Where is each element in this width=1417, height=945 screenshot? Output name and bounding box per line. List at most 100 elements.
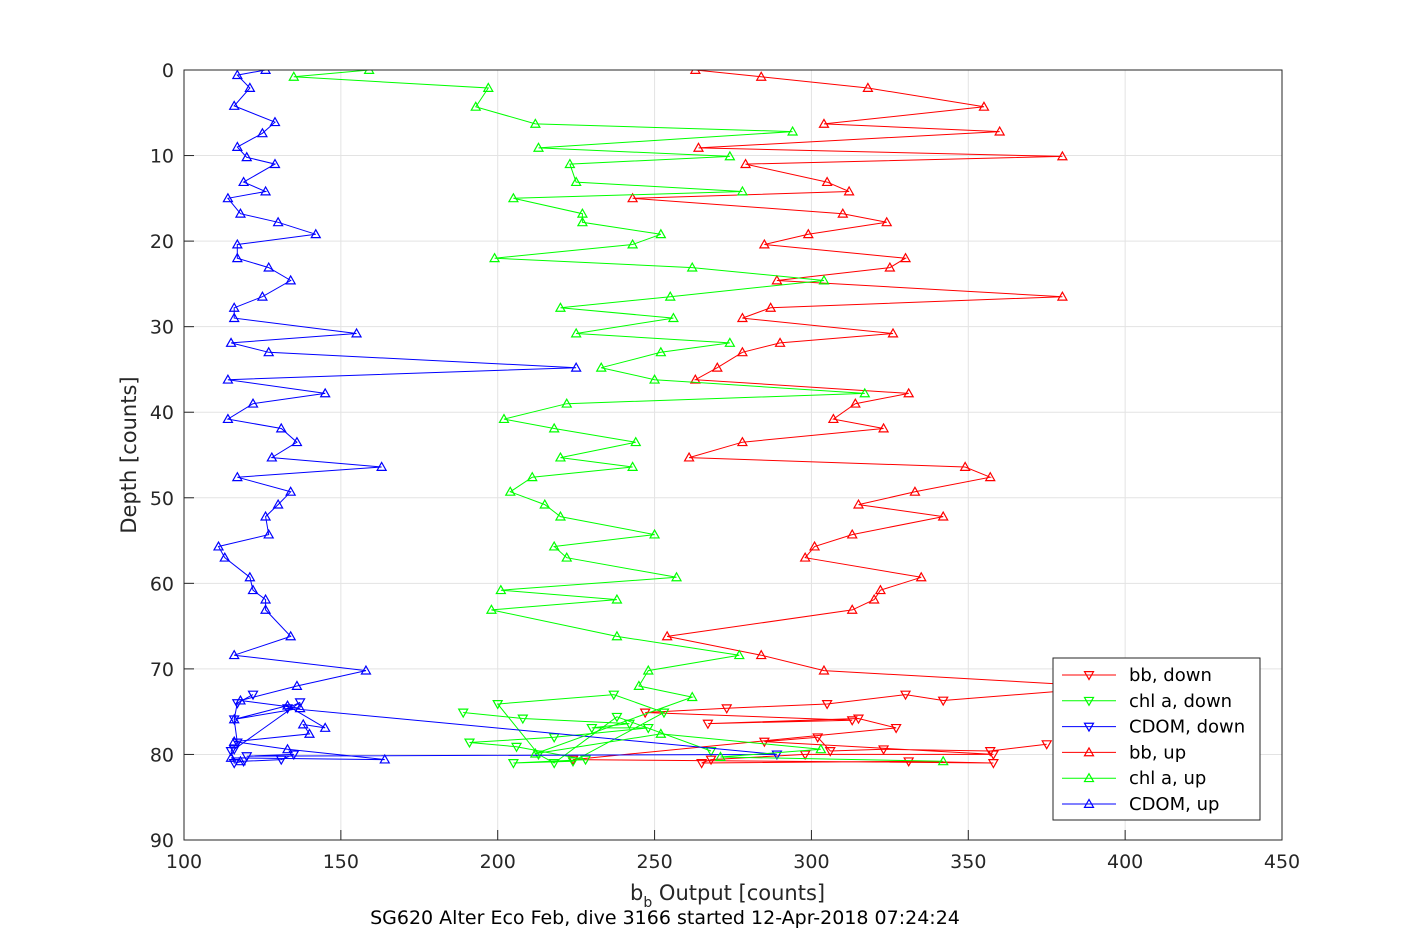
- y-tick-label: 50: [150, 488, 174, 510]
- data-point: [310, 228, 322, 239]
- data-point: [570, 362, 582, 372]
- data-point: [291, 436, 303, 447]
- data-point: [485, 604, 497, 614]
- data-point: [247, 584, 259, 595]
- y-tick-label: 10: [150, 146, 174, 168]
- x-axis-label: bb Output [counts]: [630, 881, 825, 911]
- data-point: [774, 337, 786, 347]
- data-point: [862, 82, 874, 92]
- x-tick-label: 350: [950, 851, 986, 873]
- series-bb-up: [627, 70, 1131, 692]
- data-point: [627, 192, 639, 203]
- legend-label: chl a, down: [1129, 691, 1232, 712]
- data-point: [548, 422, 560, 433]
- y-axis-label: Depth [counts]: [117, 376, 141, 533]
- data-point: [363, 70, 375, 74]
- legend-marker: [1083, 798, 1095, 808]
- data-point: [655, 228, 667, 239]
- data-point: [818, 118, 830, 128]
- data-point: [852, 498, 865, 509]
- data-point: [507, 759, 519, 769]
- data-point: [504, 486, 516, 496]
- data-point: [705, 747, 717, 757]
- data-point: [260, 510, 272, 521]
- x-tick-label: 300: [793, 851, 829, 873]
- data-point: [244, 82, 256, 92]
- data-point: [241, 151, 253, 162]
- data-point: [987, 759, 999, 769]
- data-point: [272, 216, 284, 227]
- series-line: [217, 70, 577, 762]
- legend-label: CDOM, down: [1129, 717, 1245, 738]
- x-tick-label: 400: [1107, 851, 1143, 873]
- data-point: [228, 745, 240, 756]
- legend: bb, down chl a, down CDOM, down bb, up chl a…: [1052, 657, 1261, 821]
- data-point: [937, 696, 949, 707]
- data-point: [815, 743, 827, 754]
- data-point: [529, 118, 541, 128]
- data-point: [376, 461, 388, 471]
- data-point: [837, 208, 849, 218]
- data-point: [724, 150, 736, 161]
- data-point: [228, 735, 240, 746]
- data-point: [554, 451, 566, 462]
- data-point: [714, 751, 726, 761]
- data-point: [228, 649, 240, 660]
- series-line: [293, 70, 944, 762]
- data-point: [627, 461, 639, 471]
- data-point: [661, 630, 673, 641]
- data-point: [771, 274, 783, 285]
- data-point: [231, 738, 243, 749]
- data-point: [231, 238, 243, 249]
- data-point: [526, 471, 538, 482]
- legend-marker: [1083, 746, 1095, 757]
- data-point: [818, 664, 830, 675]
- data-point: [846, 604, 858, 614]
- series-chl-a-down: [457, 690, 717, 769]
- data-point: [633, 680, 645, 690]
- data-point: [234, 755, 247, 766]
- data-point: [1056, 291, 1068, 301]
- data-point: [222, 192, 234, 203]
- data-point: [492, 699, 504, 710]
- data-point: [843, 185, 855, 196]
- data-point: [978, 101, 990, 111]
- data-point: [758, 238, 770, 249]
- data-point: [686, 691, 698, 702]
- data-point: [915, 571, 927, 582]
- data-point: [228, 312, 240, 323]
- data-point: [360, 664, 372, 675]
- data-point: [900, 690, 912, 701]
- axes-box: [183, 69, 1283, 841]
- data-point: [291, 680, 303, 690]
- data-point: [570, 176, 582, 187]
- data-point: [489, 252, 501, 263]
- data-point: [567, 757, 579, 767]
- data-point: [994, 125, 1006, 136]
- data-point: [821, 699, 833, 710]
- data-point: [231, 141, 243, 151]
- data-point: [771, 750, 783, 761]
- data-point: [611, 593, 623, 604]
- data-point: [228, 713, 240, 724]
- data-point: [222, 374, 234, 384]
- data-point: [266, 451, 278, 462]
- data-point: [655, 346, 667, 357]
- data-point: [642, 664, 654, 675]
- x-tick-label: 450: [1264, 851, 1300, 873]
- data-point: [225, 752, 237, 762]
- legend-label: bb, down: [1129, 665, 1212, 686]
- data-point: [561, 397, 573, 408]
- y-tick-label: 80: [150, 744, 174, 766]
- data-point: [263, 528, 275, 539]
- series-chl-a-up: [288, 70, 949, 766]
- y-tick-label: 40: [150, 402, 174, 424]
- legend-label: chl a, up: [1129, 768, 1206, 789]
- data-point: [570, 327, 582, 338]
- data-point: [351, 327, 363, 338]
- data-point: [670, 571, 683, 582]
- legend-entry: bb, down: [1062, 665, 1212, 686]
- data-point: [247, 397, 259, 408]
- data-point: [959, 461, 971, 471]
- data-point: [285, 630, 297, 641]
